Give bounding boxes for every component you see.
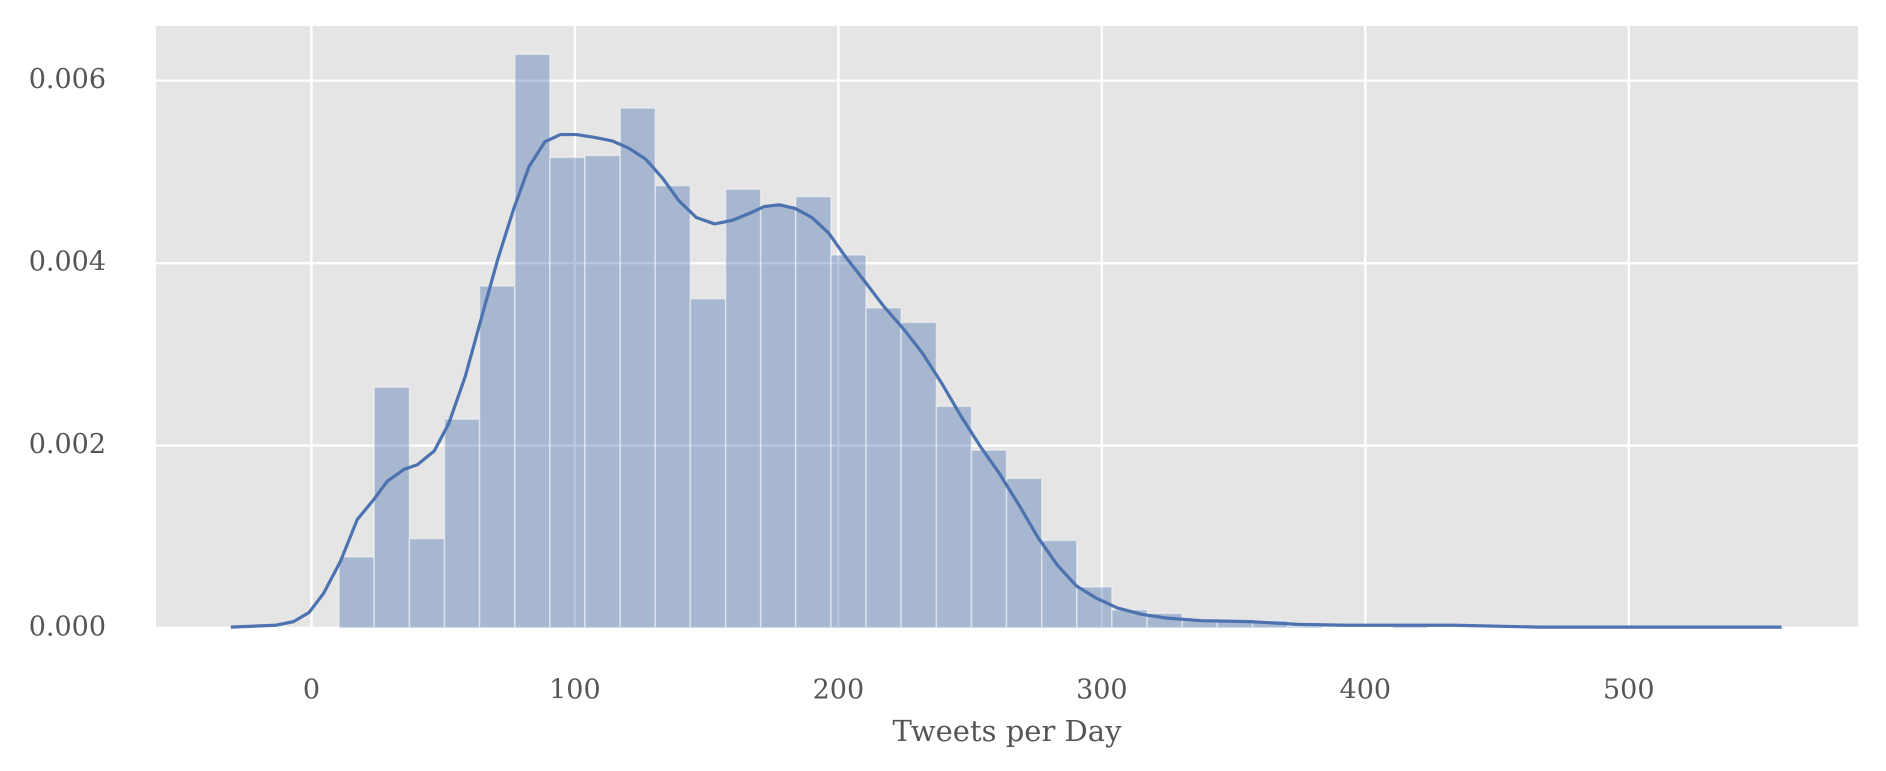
histogram-bar	[794, 195, 832, 629]
histogram-bar	[970, 449, 1008, 629]
histogram-bar	[443, 418, 481, 629]
plot-background	[156, 26, 1858, 628]
histogram-bar	[654, 184, 692, 629]
y-tick-label: 0.000	[29, 612, 106, 643]
histogram-bar	[865, 307, 902, 629]
y-tick-label: 0.006	[29, 64, 106, 95]
histogram-bar	[619, 107, 657, 629]
histogram-bar	[1076, 586, 1113, 629]
histogram-bar	[689, 297, 727, 629]
histogram-bar	[478, 285, 516, 629]
y-tick-label: 0.002	[29, 429, 106, 460]
histogram-bar	[408, 537, 446, 629]
histogram-bar	[373, 386, 411, 629]
histogram-bar	[935, 405, 973, 629]
histogram-bar	[900, 321, 938, 629]
histogram-bar	[1041, 539, 1078, 629]
x-axis-label: Tweets per Day	[893, 714, 1123, 748]
kde-line	[230, 132, 1782, 629]
histogram-bar	[830, 254, 867, 629]
histogram-bar	[584, 154, 621, 629]
histogram-bar	[724, 188, 762, 629]
histogram-bar	[514, 53, 551, 629]
x-tick-label: 100	[549, 675, 601, 706]
histogram-bar	[1005, 477, 1043, 629]
histogram-bar	[338, 556, 375, 629]
histogram-bar	[1286, 625, 1324, 629]
x-tick-label: 0	[303, 675, 320, 706]
histogram-bar	[549, 156, 586, 629]
y-tick-label: 0.004	[29, 247, 106, 278]
x-tick-label: 200	[813, 675, 865, 706]
x-tick-label: 300	[1076, 675, 1128, 706]
x-tick-label: 400	[1340, 675, 1392, 706]
x-tick-label: 500	[1603, 675, 1655, 706]
histogram-bar	[759, 204, 797, 629]
